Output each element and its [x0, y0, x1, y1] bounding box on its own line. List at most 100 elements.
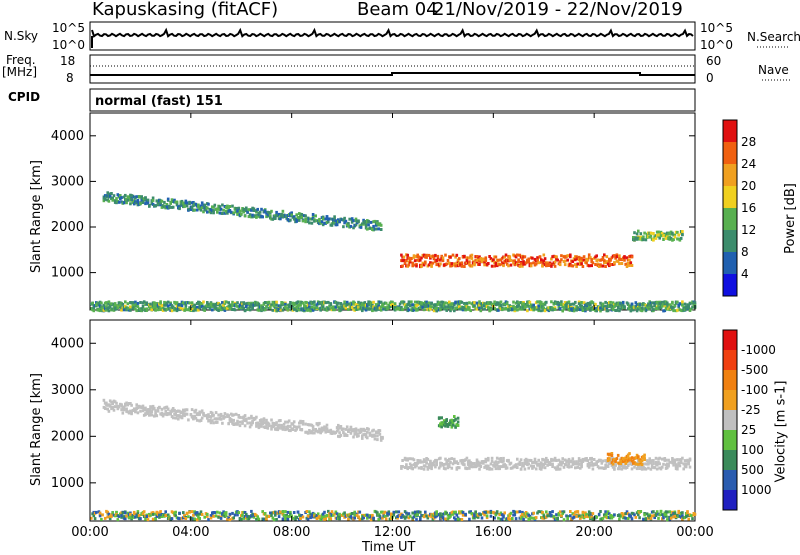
power-cell [397, 306, 401, 310]
power-cell [357, 219, 360, 223]
power-cell [250, 208, 253, 212]
velocity-cell [144, 406, 147, 410]
power-cell [540, 301, 543, 304]
power-cell [407, 308, 411, 312]
power-cell [499, 304, 503, 307]
velocity-cell [639, 510, 643, 513]
velocity-cell [344, 427, 348, 431]
velocity-cell [107, 403, 111, 407]
power-cell [290, 211, 293, 215]
velocity-cell [405, 515, 408, 519]
velocity-cell [110, 514, 113, 518]
power-cell [618, 302, 621, 306]
velocity-cell [295, 425, 298, 429]
power-cell [102, 303, 106, 307]
power-cell [489, 257, 493, 261]
velocity-cell [192, 513, 195, 517]
velocity-cell [320, 429, 324, 433]
power-cell [632, 308, 635, 312]
velocity-cell [353, 516, 356, 520]
velocity-cell [261, 420, 264, 424]
power-cell [413, 259, 417, 263]
power-cell [139, 202, 142, 206]
velocity-cell [624, 512, 627, 516]
velocity-cell [591, 462, 595, 466]
power-cell [379, 308, 383, 312]
power-cell [640, 309, 644, 313]
power-cell [243, 309, 247, 312]
velocity-cell [369, 518, 373, 522]
power-cell [376, 306, 379, 310]
power-cell [275, 300, 278, 304]
velocity-cell [625, 465, 629, 469]
power-cell [625, 256, 629, 260]
velocity-cell [531, 466, 534, 470]
power-cell [284, 302, 287, 306]
nsky-tick-bottom: 10^0 [52, 38, 85, 52]
power-cell [197, 203, 200, 207]
velocity-cell [195, 518, 199, 522]
velocity-cell [464, 458, 467, 462]
velocity-cell [497, 460, 500, 464]
power-cell [234, 207, 238, 210]
power-cell [282, 215, 286, 218]
power-cell [553, 306, 557, 310]
velocity-cell [260, 424, 263, 428]
velocity-cell [358, 517, 362, 521]
velocity-cell [178, 517, 181, 521]
power-colorbar-frame [722, 119, 738, 297]
power-cell [575, 265, 578, 268]
velocity-cell [560, 514, 563, 518]
power-cell [311, 301, 315, 304]
velocity-cell [569, 510, 572, 513]
velocity-cell [576, 465, 580, 469]
power-cell [673, 304, 677, 307]
power-cell [421, 261, 425, 265]
velocity-colorbar-segment [723, 490, 737, 510]
x-tick-label: 00:00 [676, 525, 713, 540]
velocity-cell [373, 437, 377, 441]
velocity-cell [110, 513, 113, 517]
power-cell [327, 306, 330, 310]
power-cell [107, 309, 111, 313]
power-cell [439, 308, 442, 312]
velocity-cell [250, 416, 253, 420]
velocity-cell [212, 514, 215, 518]
power-cell [581, 265, 585, 268]
power-cell [529, 264, 533, 268]
velocity-cell [430, 515, 433, 519]
velocity-cell [432, 460, 436, 464]
power-cell [410, 300, 413, 304]
velocity-cell [200, 409, 204, 413]
velocity-cell [384, 517, 388, 521]
power-cell [619, 307, 622, 311]
power-cell [458, 257, 461, 261]
velocity-cell [325, 427, 329, 431]
velocity-cell [610, 454, 614, 457]
power-cell [591, 307, 595, 311]
velocity-cell [291, 516, 295, 520]
velocity-cell [653, 516, 656, 520]
power-cell [503, 302, 506, 306]
velocity-cell [155, 414, 159, 418]
velocity-cell [95, 510, 98, 514]
velocity-cell [440, 462, 443, 465]
power-cell [455, 306, 459, 310]
velocity-cell [521, 461, 524, 465]
power-cell [441, 300, 445, 304]
velocity-cell [403, 466, 407, 469]
power-cell [693, 303, 697, 307]
velocity-cell [146, 412, 150, 416]
velocity-cell [395, 510, 398, 514]
power-cell [171, 305, 175, 309]
velocity-cell [531, 461, 534, 464]
velocity-cell [304, 422, 307, 426]
power-cell [444, 301, 447, 305]
power-cell [662, 238, 665, 241]
velocity-cell [327, 509, 330, 513]
velocity-cell [529, 516, 533, 520]
power-cell [458, 303, 461, 307]
power-cell [587, 264, 591, 268]
velocity-cell [350, 512, 354, 515]
power-cell [197, 205, 200, 209]
